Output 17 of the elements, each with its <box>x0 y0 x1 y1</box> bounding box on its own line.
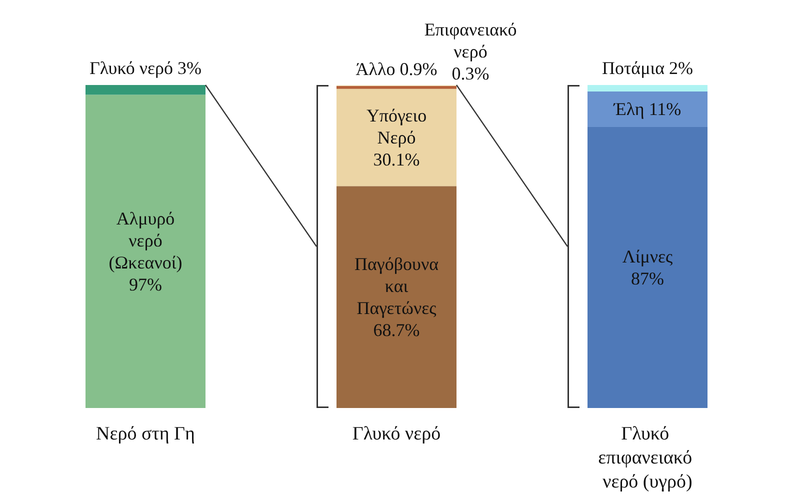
series-label: Λίμνες <box>622 246 673 266</box>
x-tick-label: Νερό στη Γη <box>96 424 195 444</box>
x-tick-label: Γλυκό νερό <box>352 424 441 444</box>
x-tick-label: Γλυκό επιφανειακό νερό (υγρό) <box>598 424 697 492</box>
category-label: Γλυκό νερό 3% <box>89 58 202 78</box>
text: Ποτάμια 2% <box>602 58 694 78</box>
text: Έλη 11% <box>614 99 682 120</box>
data-label: 0.3% <box>452 63 490 84</box>
series-label: Παγόβουνα και Παγετώνες <box>354 254 440 318</box>
data-label: 68.7% <box>373 320 420 340</box>
series-label: Αλμυρό νερό (Ωκεανοί) <box>108 208 182 272</box>
data-label: 97% <box>129 274 162 294</box>
series-label: Επιφανειακό νερό <box>424 19 517 62</box>
data-label: 87% <box>631 268 664 288</box>
series-label: Υπόγειο Νερό <box>366 105 427 148</box>
text: Άλλο 0.9% <box>356 58 438 79</box>
data-label: 30.1% <box>373 149 420 170</box>
